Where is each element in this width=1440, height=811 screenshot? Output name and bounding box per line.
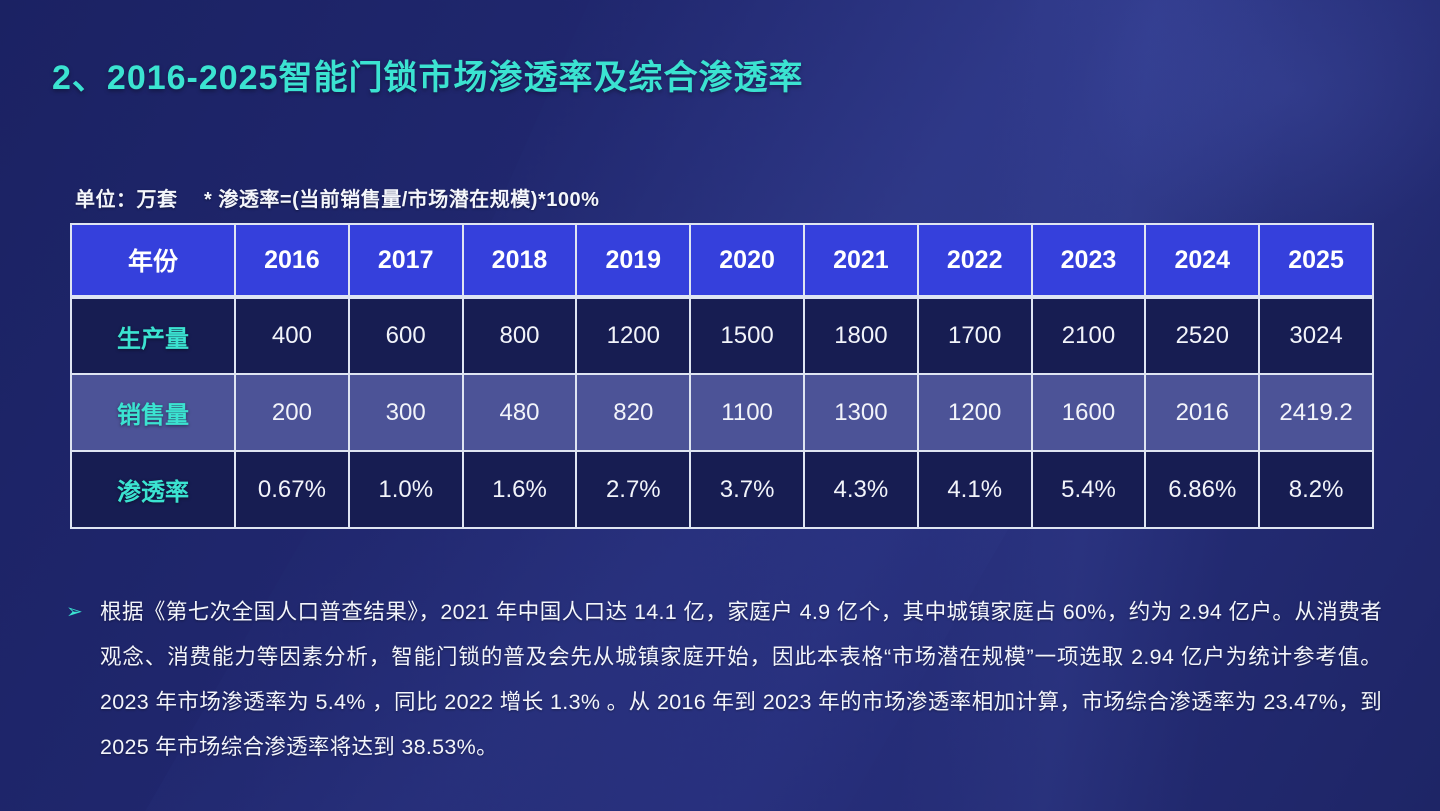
table-cell: 1.0% [347, 450, 464, 529]
table-cell: 820 [575, 373, 692, 452]
table-cell: 2520 [1144, 296, 1261, 375]
table-cell: 200 [234, 373, 350, 452]
header-cell-year: 2019 [575, 223, 692, 298]
header-cell-year: 2022 [916, 223, 1033, 298]
table-cell: 2.7% [575, 450, 692, 529]
table-cell: 1100 [689, 373, 805, 452]
table-cell: 1300 [802, 373, 919, 452]
table-cell: 1800 [802, 296, 919, 375]
header-cell-year: 2020 [689, 223, 805, 298]
arrow-bullet-icon: ➢ [66, 601, 83, 623]
page-title: 2、2016-2025智能门锁市场渗透率及综合渗透率 [52, 59, 804, 97]
header-cell-year: 2016 [234, 223, 350, 298]
table-cell: 400 [234, 296, 350, 375]
table-cell: 600 [347, 296, 464, 375]
table-cell: 6.86% [1144, 450, 1261, 529]
header-cell-label: 年份 [70, 223, 236, 298]
row-label: 销售量 [70, 373, 236, 452]
table-row-sales: 销售量 200 300 480 820 1100 1300 1200 1600 … [70, 373, 1374, 452]
table-cell: 2016 [1144, 373, 1261, 452]
table-cell: 4.3% [802, 450, 919, 529]
data-table: 年份 2016 2017 2018 2019 2020 2021 2022 20… [70, 223, 1374, 529]
row-label: 生产量 [70, 296, 236, 375]
table-cell: 800 [461, 296, 578, 375]
table-header-row: 年份 2016 2017 2018 2019 2020 2021 2022 20… [70, 223, 1374, 298]
table-cell: 3024 [1258, 296, 1374, 375]
header-cell-year: 2023 [1030, 223, 1147, 298]
table-cell: 300 [347, 373, 464, 452]
table-cell: 1600 [1030, 373, 1147, 452]
header-cell-year: 2024 [1144, 223, 1261, 298]
row-label: 渗透率 [70, 450, 236, 529]
table-cell: 480 [461, 373, 578, 452]
table-row-penetration: 渗透率 0.67% 1.0% 1.6% 2.7% 3.7% 4.3% 4.1% … [70, 450, 1374, 529]
analysis-text: 根据《第七次全国人口普查结果》，2021 年中国人口达 14.1 亿，家庭户 4… [100, 600, 1382, 759]
unit-note: 单位：万套 * 渗透率=(当前销售量/市场潜在规模)*100% [75, 189, 600, 211]
table-cell: 5.4% [1030, 450, 1147, 529]
table-cell: 0.67% [234, 450, 350, 529]
background-decoration [1080, 0, 1440, 240]
header-cell-year: 2025 [1258, 223, 1374, 298]
table-cell: 1200 [916, 373, 1033, 452]
table-cell: 1200 [575, 296, 692, 375]
table-cell: 1.6% [461, 450, 578, 529]
table-cell: 4.1% [916, 450, 1033, 529]
table-cell: 1700 [916, 296, 1033, 375]
header-cell-year: 2018 [461, 223, 578, 298]
header-cell-year: 2017 [347, 223, 464, 298]
table-cell: 3.7% [689, 450, 805, 529]
table-cell: 8.2% [1258, 450, 1374, 529]
table-cell: 1500 [689, 296, 805, 375]
analysis-bullet: ➢ 根据《第七次全国人口普查结果》，2021 年中国人口达 14.1 亿，家庭户… [66, 590, 1382, 770]
table-cell: 2419.2 [1258, 373, 1374, 452]
table-row-production: 生产量 400 600 800 1200 1500 1800 1700 2100… [70, 296, 1374, 375]
table-cell: 2100 [1030, 296, 1147, 375]
header-cell-year: 2021 [802, 223, 919, 298]
